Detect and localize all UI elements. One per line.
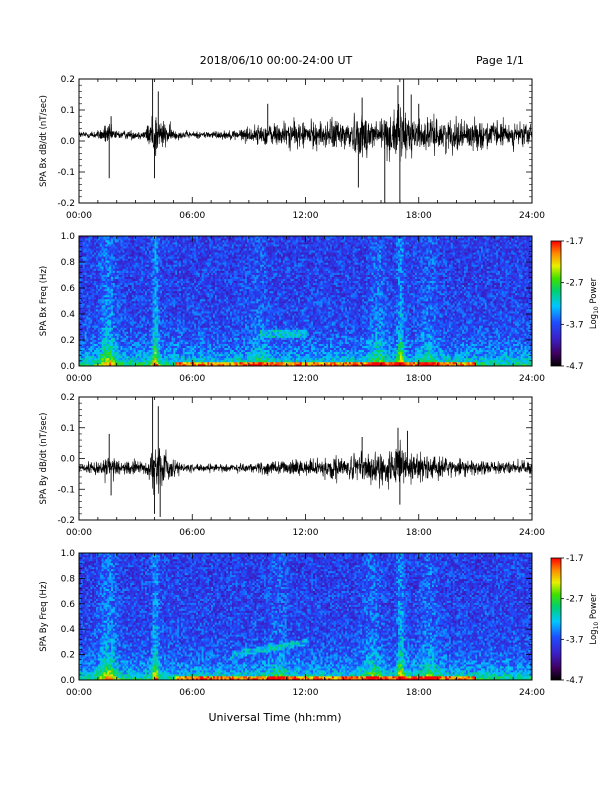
x-tick-label-1: 06:00 bbox=[179, 528, 205, 538]
colorbar-label: Log10 Power bbox=[589, 593, 600, 645]
x-tick-label-0: 00:00 bbox=[66, 688, 92, 698]
x-tick-label-0: 00:00 bbox=[66, 374, 92, 384]
colorbar-tick-label-2: -3.7 bbox=[566, 320, 584, 330]
y-tick-label-5: 0.0 bbox=[61, 362, 76, 372]
colorbar: -1.7 -2.7 -3.7 -4.7 Log10 Power bbox=[551, 554, 600, 686]
colorbar-tick-label-1: -2.7 bbox=[566, 595, 584, 605]
signal-trace bbox=[79, 104, 532, 162]
y-tick-label-4: -0.2 bbox=[57, 199, 75, 209]
y-axis-label: SPA By dB/dt (nT/sec) bbox=[39, 413, 49, 505]
y-tick-label-1: 0.1 bbox=[61, 106, 75, 116]
colorbar-tick-label-0: -1.7 bbox=[566, 237, 584, 247]
colorbar: -1.7 -2.7 -3.7 -4.7 Log10 Power bbox=[551, 237, 600, 372]
x-tick-label-3: 18:00 bbox=[406, 211, 432, 221]
x-tick-label-1: 06:00 bbox=[179, 688, 205, 698]
spectrogram-cells bbox=[79, 553, 532, 680]
panel-4: 00:00 06:00 12:00 18:00 24:00 1.0 0.8 0.6 0.4 0.2… bbox=[39, 549, 600, 698]
y-tick-label-4: 0.2 bbox=[61, 336, 75, 346]
signal-trace bbox=[79, 440, 532, 495]
y-tick-label-2: 0.6 bbox=[61, 284, 76, 294]
y-tick-label-0: 0.2 bbox=[61, 75, 75, 85]
colorbar-tick-label-2: -3.7 bbox=[566, 635, 584, 645]
colorbar-tick-label-0: -1.7 bbox=[566, 554, 584, 564]
y-tick-label-3: -0.1 bbox=[57, 168, 75, 178]
y-tick-label-5: 0.0 bbox=[61, 676, 76, 686]
page-number: Page 1/1 bbox=[476, 54, 524, 67]
x-tick-label-1: 06:00 bbox=[179, 211, 205, 221]
y-tick-label-4: -0.2 bbox=[57, 516, 75, 526]
page-title: 2018/06/10 00:00-24:00 UT bbox=[200, 54, 353, 67]
y-axis-label: SPA By Freq (Hz) bbox=[39, 581, 49, 651]
y-tick-label-0: 1.0 bbox=[61, 232, 76, 242]
x-axis-title: Universal Time (hh:mm) bbox=[209, 711, 342, 724]
x-tick-label-4: 24:00 bbox=[519, 688, 545, 698]
x-tick-label-4: 24:00 bbox=[519, 528, 545, 538]
x-tick-label-1: 06:00 bbox=[179, 374, 205, 384]
y-axis-label: SPA Bx dB/dt (nT/sec) bbox=[39, 95, 49, 187]
x-tick-label-4: 24:00 bbox=[519, 374, 545, 384]
y-tick-label-2: 0.6 bbox=[61, 600, 76, 610]
x-tick-label-2: 12:00 bbox=[293, 374, 319, 384]
y-tick-label-0: 1.0 bbox=[61, 549, 76, 559]
y-axis-label: SPA Bx Freq (Hz) bbox=[39, 266, 49, 336]
plot-frame bbox=[79, 397, 532, 520]
colorbar-tick-label-3: -4.7 bbox=[566, 676, 584, 686]
x-tick-label-3: 18:00 bbox=[406, 528, 432, 538]
panel-2: 00:00 06:00 12:00 18:00 24:00 1.0 0.8 0.6 0.4 0.2… bbox=[39, 232, 600, 384]
y-tick-label-1: 0.8 bbox=[61, 258, 76, 268]
x-tick-label-0: 00:00 bbox=[66, 528, 92, 538]
spectrogram-cells bbox=[79, 236, 532, 366]
colorbar-tick-label-1: -2.7 bbox=[566, 279, 584, 289]
plot-frame bbox=[79, 79, 532, 203]
x-tick-label-3: 18:00 bbox=[406, 374, 432, 384]
x-tick-label-4: 24:00 bbox=[519, 211, 545, 221]
x-tick-label-2: 12:00 bbox=[293, 211, 319, 221]
y-tick-label-4: 0.2 bbox=[61, 651, 75, 661]
y-tick-label-0: 0.2 bbox=[61, 393, 75, 403]
y-tick-label-1: 0.1 bbox=[61, 424, 75, 434]
y-tick-label-3: 0.4 bbox=[61, 310, 76, 320]
x-tick-label-3: 18:00 bbox=[406, 688, 432, 698]
x-tick-label-2: 12:00 bbox=[293, 528, 319, 538]
y-tick-label-2: 0.0 bbox=[61, 137, 76, 147]
y-tick-label-2: 0.0 bbox=[61, 455, 76, 465]
y-tick-label-3: 0.4 bbox=[61, 625, 76, 635]
x-tick-label-0: 00:00 bbox=[66, 211, 92, 221]
y-tick-label-3: -0.1 bbox=[57, 485, 75, 495]
y-tick-label-1: 0.8 bbox=[61, 574, 76, 584]
x-tick-label-2: 12:00 bbox=[293, 688, 319, 698]
panel-1: 00:00 06:00 12:00 18:00 24:00 0.2 0.1 0.0 -0.1 -0… bbox=[39, 75, 545, 221]
panel-3: 00:00 06:00 12:00 18:00 24:00 0.2 0.1 0.0 -0.1 -0… bbox=[39, 393, 545, 538]
colorbar-label: Log10 Power bbox=[589, 277, 600, 329]
colorbar-tick-label-3: -4.7 bbox=[566, 362, 584, 372]
